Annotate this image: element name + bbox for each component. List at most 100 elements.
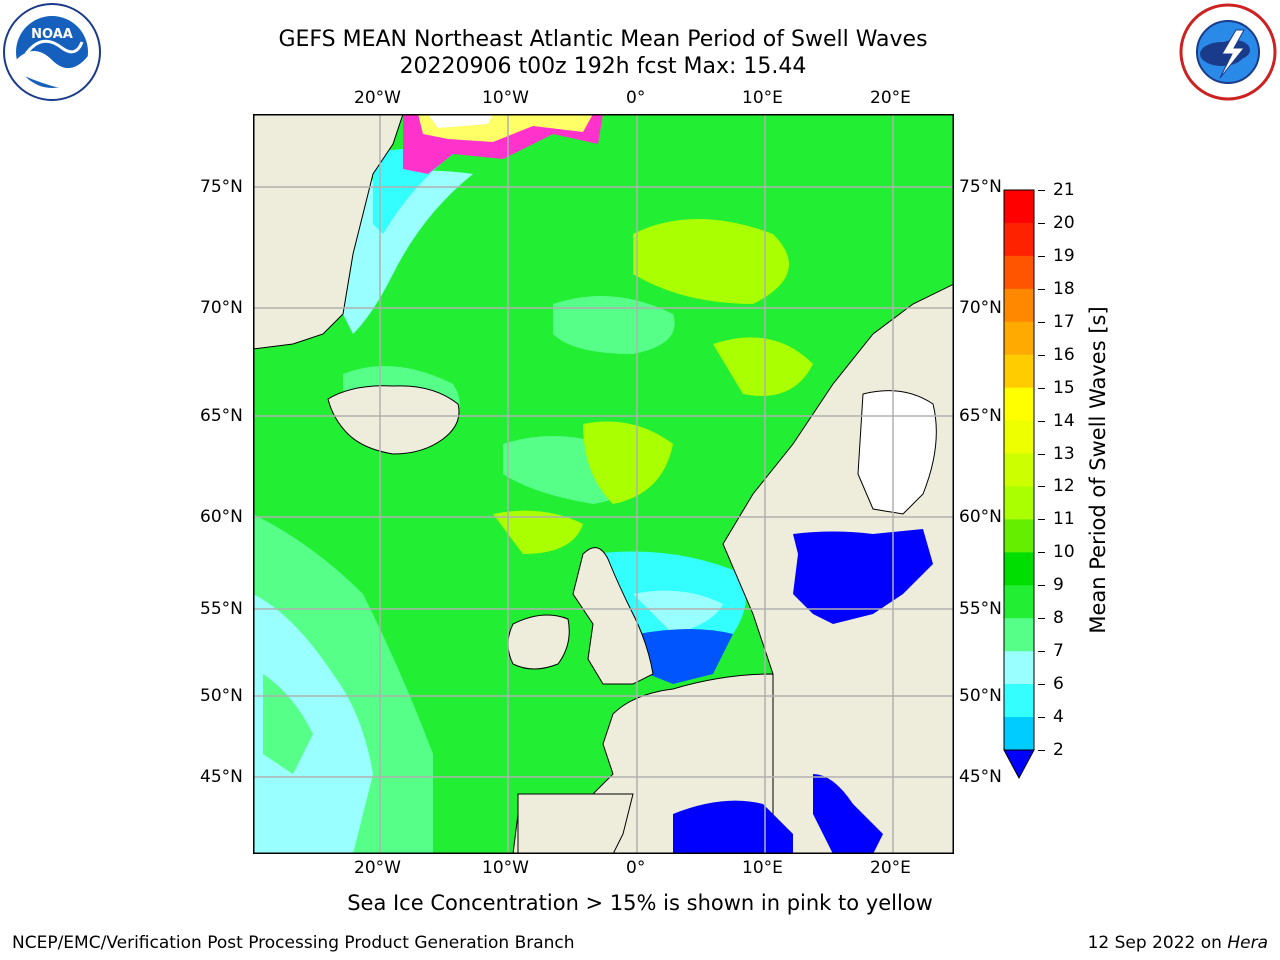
lon-label-top-10w: 10°W — [482, 88, 529, 108]
lon-label-top-20w: 20°W — [354, 88, 401, 108]
colorbar-tick-mark — [1038, 651, 1045, 653]
colorbar-tick-mark — [1038, 618, 1045, 620]
colorbar-tick-mark — [1038, 750, 1045, 751]
colorbar-tick-label: 21 — [1053, 180, 1075, 200]
contour-2s-southern-northsea — [638, 629, 733, 684]
contour-9s-patch — [263, 674, 313, 774]
lat-label-right-50n: 50°N — [959, 686, 1002, 706]
colorbar-svg — [1003, 189, 1035, 780]
lon-label-bottom-20w: 20°W — [354, 858, 401, 878]
lat-label-left-70n: 70°N — [200, 298, 243, 318]
colorbar-segment — [1004, 354, 1034, 389]
colorbar-segment — [1004, 717, 1034, 751]
colorbar-tick-mark — [1038, 453, 1045, 455]
colorbar-segment — [1004, 288, 1034, 323]
map-subtitle: 20220906 t00z 192h fcst Max: 15.44 — [399, 54, 807, 79]
colorbar-segment — [1004, 618, 1034, 652]
colorbar-segment — [1004, 222, 1034, 257]
land-greenland — [253, 114, 404, 350]
colorbar-tick-label: 19 — [1053, 245, 1075, 266]
sea-ice-white — [428, 114, 493, 128]
colorbar-tick-mark — [1038, 190, 1045, 191]
lat-label-right-70n: 70°N — [959, 298, 1002, 318]
colorbar-tick-label: 10 — [1053, 542, 1075, 563]
contour-12s-north — [633, 219, 789, 304]
colorbar-tick-mark — [1038, 585, 1045, 587]
footer-machine: Hera — [1227, 933, 1268, 953]
lat-label-right-45n: 45°N — [959, 767, 1002, 787]
contour-8s-west — [253, 594, 373, 854]
noaa-logo-icon: NOAA — [2, 2, 102, 102]
colorbar-tick-label: 15 — [1053, 377, 1075, 398]
colorbar-segment — [1004, 190, 1034, 224]
colorbar-tick-mark — [1038, 552, 1045, 554]
sea-ice-caption: Sea Ice Concentration > 15% is shown in … — [347, 891, 933, 915]
colorbar-tick-mark — [1038, 255, 1045, 257]
colorbar-tick-mark — [1038, 354, 1045, 356]
lat-label-right-55n: 55°N — [959, 599, 1002, 619]
land-iberia — [517, 793, 634, 854]
nws-logo-icon — [1178, 2, 1278, 102]
lat-label-right-60n: 60°N — [959, 507, 1002, 527]
colorbar-segment — [1004, 552, 1034, 586]
lon-label-top-10e: 10°E — [742, 88, 783, 108]
colorbar-segment — [1004, 420, 1034, 455]
lon-label-bottom-10e: 10°E — [742, 858, 783, 878]
lon-label-bottom-0: 0° — [626, 858, 646, 878]
lat-label-left-75n: 75°N — [200, 177, 243, 197]
colorbar-tick-label: 9 — [1053, 575, 1064, 596]
colorbar-tick-mark — [1038, 288, 1045, 290]
colorbar-tick-label: 8 — [1053, 608, 1064, 629]
contour-9s-patch-3 — [553, 296, 675, 354]
colorbar-segment — [1004, 486, 1034, 520]
map-canvas — [253, 114, 954, 854]
colorbar-segment — [1004, 519, 1034, 553]
colorbar — [1000, 186, 1040, 786]
lat-label-left-50n: 50°N — [200, 686, 243, 706]
colorbar-tick-mark — [1038, 387, 1045, 389]
colorbar-segment — [1004, 453, 1034, 487]
colorbar-tick-label: 6 — [1053, 674, 1064, 695]
lon-label-top-0: 0° — [626, 88, 646, 108]
colorbar-extend-triangle — [1003, 749, 1035, 780]
colorbar-segment — [1004, 321, 1034, 356]
contour-12s-mid — [713, 337, 813, 396]
lon-label-bottom-10w: 10°W — [482, 858, 529, 878]
colorbar-tick-label: 13 — [1053, 443, 1075, 464]
graticule — [253, 114, 954, 854]
colorbar-tick-label: 18 — [1053, 278, 1075, 299]
lat-label-left-65n: 65°N — [200, 406, 243, 426]
map-frame — [253, 114, 954, 854]
colorbar-tick-mark — [1038, 717, 1045, 719]
colorbar-tick-mark — [1038, 684, 1045, 686]
colorbar-tick-label: 4 — [1053, 707, 1064, 728]
noaa-logo-text: NOAA — [31, 27, 73, 42]
lon-label-bottom-20e: 20°E — [870, 858, 911, 878]
colorbar-tick-label: 14 — [1053, 410, 1075, 431]
footer-credit: NCEP/EMC/Verification Post Processing Pr… — [12, 933, 575, 953]
lat-label-right-75n: 75°N — [959, 177, 1002, 197]
contour-7s-greenland — [373, 149, 453, 234]
lat-label-left-60n: 60°N — [200, 507, 243, 527]
contour-12s-center — [583, 421, 673, 504]
colorbar-segment — [1004, 255, 1034, 290]
colorbar-tick-label: 17 — [1053, 311, 1075, 332]
colorbar-frame — [1003, 189, 1035, 751]
sea-baltic — [793, 529, 933, 624]
lat-label-left-45n: 45°N — [200, 767, 243, 787]
lat-label-right-65n: 65°N — [959, 406, 1002, 426]
colorbar-tick-label: 20 — [1053, 212, 1075, 233]
footer-date: 12 Sep 2022 on Hera — [1060, 932, 1268, 954]
colorbar-tick-mark — [1038, 486, 1045, 488]
contour-8s-northsea — [633, 590, 723, 634]
colorbar-tick-mark — [1038, 420, 1045, 422]
map-panel — [253, 114, 954, 854]
land-ireland — [507, 614, 570, 670]
sea-adriatic — [813, 774, 883, 854]
colorbar-segment — [1004, 684, 1034, 718]
land-iceland — [327, 385, 460, 455]
colorbar-tick-mark — [1038, 222, 1045, 224]
colorbar-segment — [1004, 585, 1034, 619]
colorbar-tick-label: 2 — [1053, 740, 1064, 760]
sea-mediterranean-west — [673, 800, 793, 854]
